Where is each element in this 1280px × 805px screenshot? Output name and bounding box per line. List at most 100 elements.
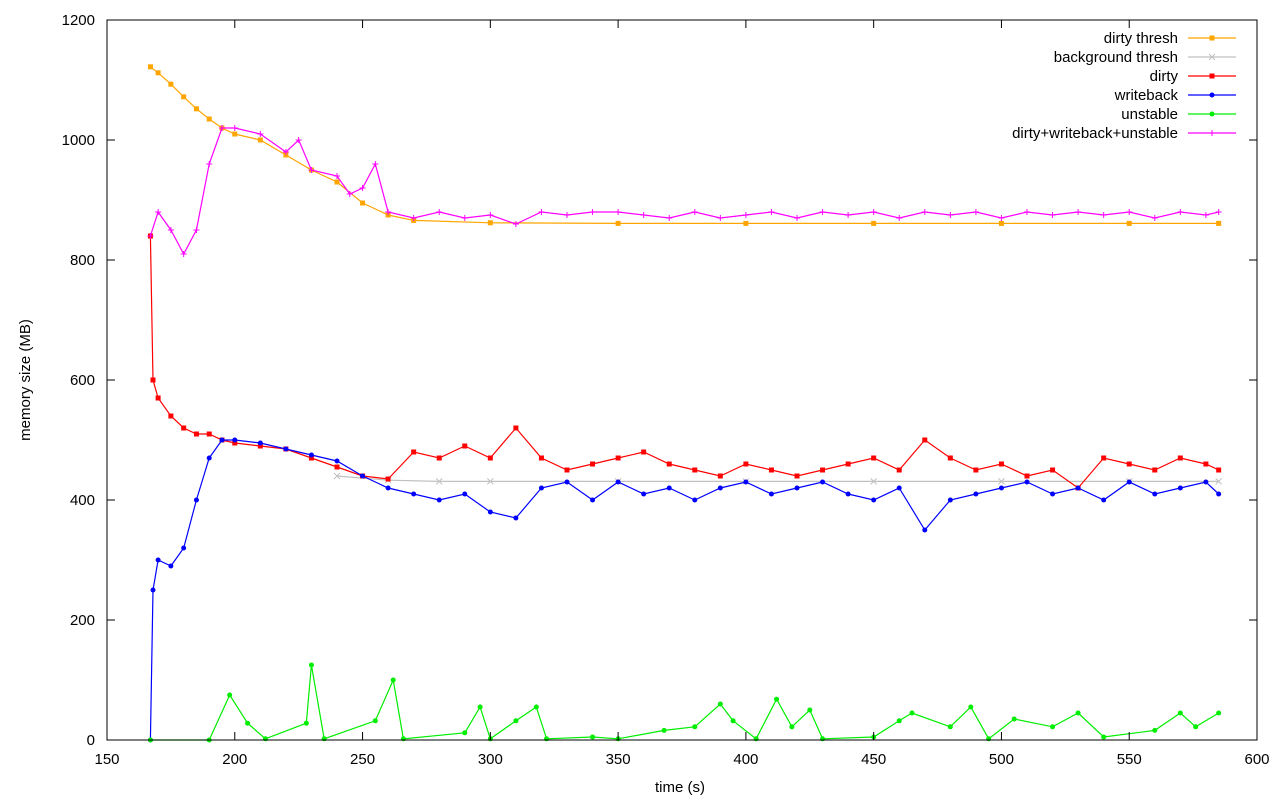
data-point-dirty-writeback-unstable <box>219 125 225 131</box>
data-point-writeback <box>155 557 161 563</box>
data-point-dirty-writeback-unstable <box>691 209 698 215</box>
data-point-unstable <box>820 736 826 742</box>
y-tick-label: 400 <box>70 492 95 509</box>
data-point-dirty-thresh <box>147 64 153 70</box>
data-point-writeback <box>973 491 979 497</box>
data-point-dirty-writeback-unstable <box>193 227 200 233</box>
legend-marker-dirty <box>1209 73 1215 79</box>
data-point-dirty-writeback-unstable <box>282 149 289 155</box>
data-point-dirty <box>168 413 174 419</box>
series-line-unstable <box>150 664 1220 741</box>
data-point-dirty-writeback-unstable <box>972 209 979 215</box>
data-point-unstable <box>372 718 378 724</box>
data-point-unstable <box>400 736 406 742</box>
data-point-dirty-thresh <box>871 220 877 226</box>
data-point-writeback <box>411 491 417 497</box>
data-point-background-thresh <box>435 478 443 485</box>
data-point-dirty-writeback-unstable <box>742 212 749 218</box>
data-point-dirty-writeback-unstable <box>512 221 519 227</box>
data-point-writeback <box>947 497 953 503</box>
data-point-writeback <box>564 479 570 485</box>
data-point-writeback <box>871 497 877 503</box>
series-line-dirty-thresh <box>150 66 1219 224</box>
data-point-unstable <box>462 730 468 736</box>
data-point-dirty <box>564 467 570 473</box>
x-tick-label: 200 <box>222 751 247 768</box>
data-point-dirty-writeback-unstable <box>410 215 417 221</box>
legend-label-background-thresh: background thresh <box>1054 49 1178 66</box>
data-point-dirty-thresh <box>1126 220 1132 226</box>
data-point-dirty-writeback-unstable <box>1177 209 1184 215</box>
data-point-writeback <box>1050 491 1056 497</box>
data-point-unstable <box>986 736 992 742</box>
data-point-dirty-writeback-unstable <box>1075 209 1082 215</box>
series-line-background-thresh <box>336 475 1219 482</box>
x-tick-label: 350 <box>606 751 631 768</box>
data-point-dirty <box>998 461 1004 467</box>
data-point-dirty-writeback-unstable <box>231 125 238 131</box>
data-point-dirty-writeback-unstable <box>359 185 366 191</box>
data-point-writeback <box>768 491 774 497</box>
series-dirty <box>147 233 1222 491</box>
data-point-dirty-writeback-unstable <box>180 251 187 257</box>
data-point-background-thresh <box>870 478 878 485</box>
data-point-dirty <box>1216 467 1222 473</box>
data-point-dirty-writeback-unstable <box>155 209 162 215</box>
series-writeback <box>147 437 1222 743</box>
y-tick-label: 1000 <box>62 132 95 149</box>
data-point-writeback <box>692 497 698 503</box>
data-point-unstable <box>1075 710 1081 716</box>
data-point-dirty <box>947 455 953 461</box>
data-point-dirty-writeback-unstable <box>538 209 545 215</box>
data-point-dirty <box>193 431 199 437</box>
data-point-dirty <box>845 461 851 467</box>
data-point-dirty-writeback-unstable <box>819 209 826 215</box>
data-point-dirty-writeback-unstable <box>1151 215 1158 221</box>
data-point-writeback <box>538 485 544 491</box>
data-point-unstable <box>590 734 596 740</box>
data-point-writeback <box>666 485 672 491</box>
data-point-unstable <box>321 736 327 742</box>
data-point-writeback <box>922 527 928 533</box>
data-point-unstable <box>789 724 795 730</box>
data-point-dirty <box>768 467 774 473</box>
data-point-writeback <box>743 479 749 485</box>
data-point-writeback <box>385 485 391 491</box>
data-point-writeback <box>717 485 723 491</box>
data-point-writeback <box>820 479 826 485</box>
data-point-unstable <box>692 724 698 730</box>
data-point-writeback <box>181 545 187 551</box>
data-point-dirty <box>743 461 749 467</box>
x-tick-label: 600 <box>1244 751 1269 768</box>
data-point-writeback <box>283 446 289 452</box>
legend-label-dirty-writeback-unstable: dirty+writeback+unstable <box>1012 125 1178 142</box>
data-point-dirty <box>181 425 187 431</box>
x-axis-label: time (s) <box>655 779 705 796</box>
series-unstable <box>147 662 1222 743</box>
x-ticks: 150 200 250 300 350 400 450 500 550 600 <box>94 20 1270 768</box>
data-point-writeback <box>615 479 621 485</box>
data-point-unstable <box>968 704 974 710</box>
data-point-dirty <box>257 443 263 449</box>
data-point-dirty <box>538 455 544 461</box>
data-point-unstable <box>513 718 519 724</box>
x-tick-label: 250 <box>350 751 375 768</box>
data-point-dirty <box>692 467 698 473</box>
data-point-dirty <box>717 473 723 479</box>
data-point-dirty-writeback-unstable <box>1100 212 1107 218</box>
data-point-writeback <box>308 452 314 458</box>
data-point-writeback <box>1216 491 1222 497</box>
data-point-dirty-writeback-unstable <box>1126 209 1133 215</box>
data-point-dirty-writeback-unstable <box>921 209 928 215</box>
data-point-dirty-writeback-unstable <box>666 215 673 221</box>
data-point-dirty-writeback-unstable <box>295 137 302 143</box>
data-point-dirty <box>973 467 979 473</box>
data-point-writeback <box>845 491 851 497</box>
data-point-dirty-writeback-unstable <box>896 215 903 221</box>
data-point-unstable <box>308 662 314 668</box>
legend-marker-dirty-thresh <box>1209 35 1215 41</box>
series-dirty-thresh <box>147 64 1222 226</box>
data-point-dirty-thresh <box>487 220 493 226</box>
